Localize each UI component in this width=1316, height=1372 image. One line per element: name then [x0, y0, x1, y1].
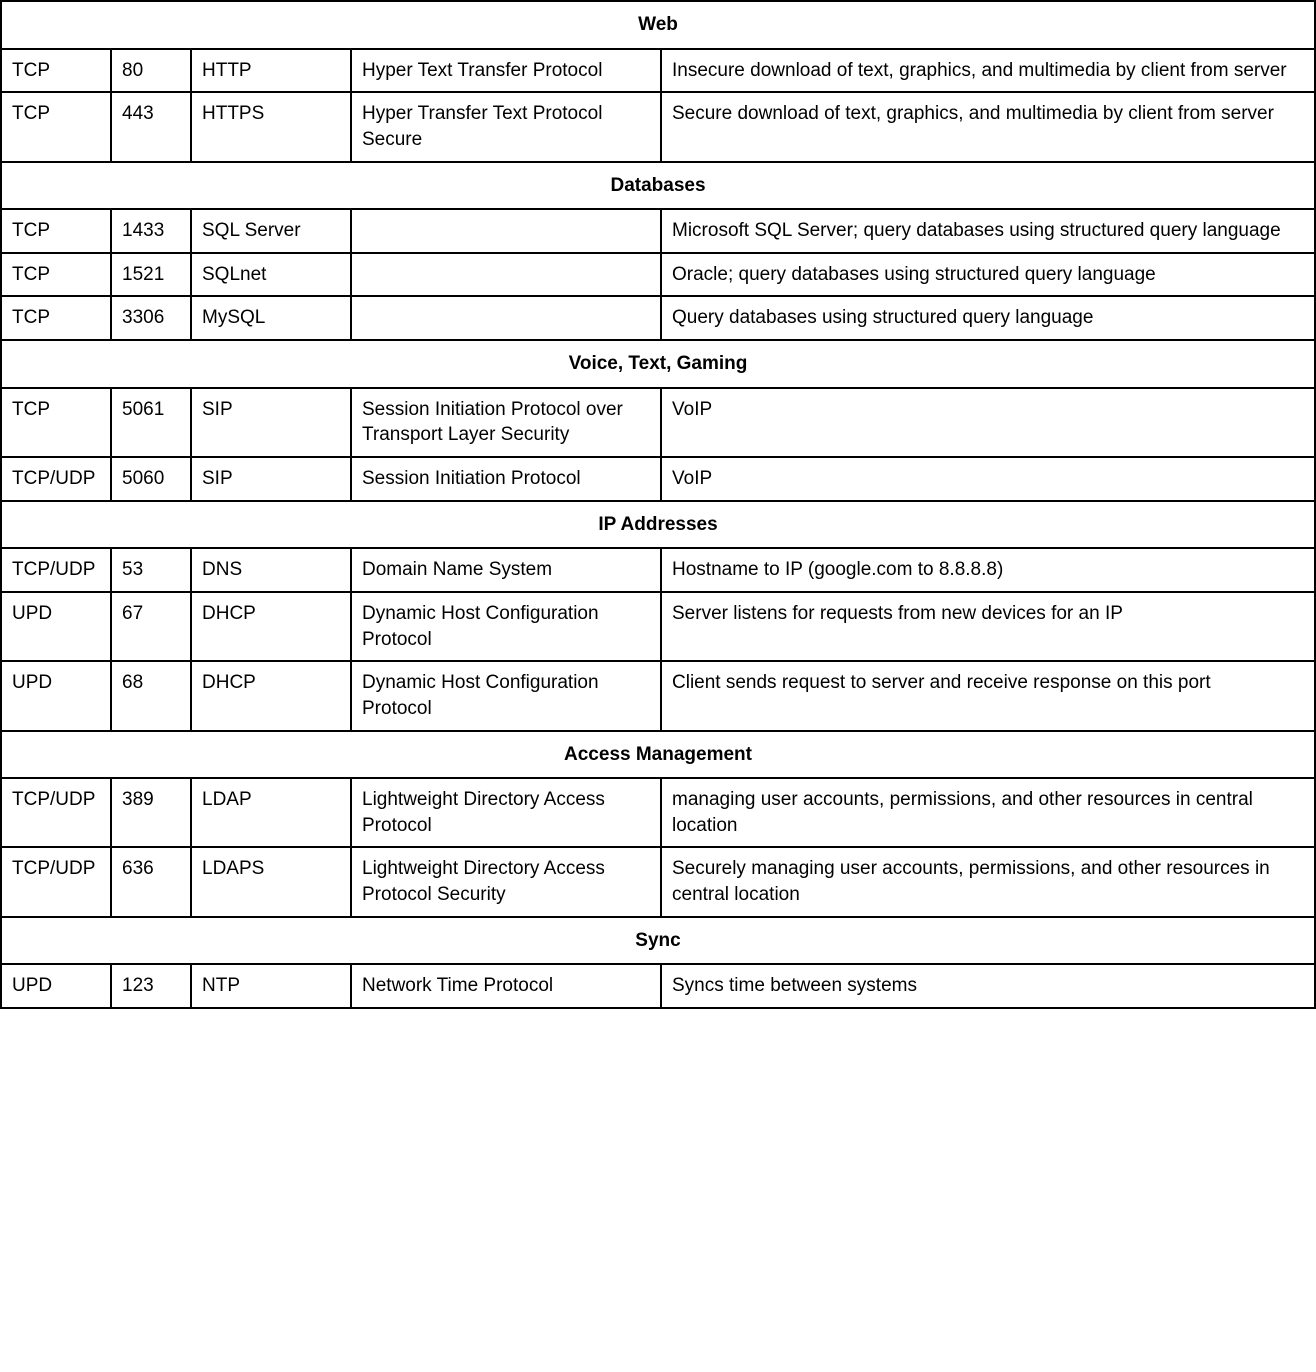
cell-protocol: Session Initiation Protocol [351, 457, 661, 501]
cell-service: LDAPS [191, 847, 351, 916]
cell-service: SQLnet [191, 253, 351, 297]
table-row: UPD123NTPNetwork Time ProtocolSyncs time… [1, 964, 1315, 1008]
cell-protocol: Dynamic Host Configuration Protocol [351, 661, 661, 730]
cell-description: Insecure download of text, graphics, and… [661, 49, 1315, 93]
table-row: TCP5061SIPSession Initiation Protocol ov… [1, 388, 1315, 457]
cell-protocol: Domain Name System [351, 548, 661, 592]
section-title: Sync [1, 917, 1315, 965]
cell-service: LDAP [191, 778, 351, 847]
cell-protocol: Dynamic Host Configuration Protocol [351, 592, 661, 661]
cell-service: DNS [191, 548, 351, 592]
cell-transport: TCP [1, 296, 111, 340]
cell-transport: UPD [1, 592, 111, 661]
cell-description: Syncs time between systems [661, 964, 1315, 1008]
cell-transport: TCP [1, 209, 111, 253]
cell-description: Server listens for requests from new dev… [661, 592, 1315, 661]
ports-table: WebTCP80HTTPHyper Text Transfer Protocol… [0, 0, 1316, 1009]
cell-transport: TCP [1, 253, 111, 297]
section-title: Web [1, 1, 1315, 49]
section-header-row: Sync [1, 917, 1315, 965]
cell-transport: UPD [1, 964, 111, 1008]
cell-description: managing user accounts, permissions, and… [661, 778, 1315, 847]
cell-service: SIP [191, 457, 351, 501]
section-header-row: Voice, Text, Gaming [1, 340, 1315, 388]
section-header-row: Web [1, 1, 1315, 49]
cell-transport: TCP/UDP [1, 457, 111, 501]
cell-transport: TCP/UDP [1, 847, 111, 916]
cell-transport: TCP [1, 49, 111, 93]
cell-service: DHCP [191, 592, 351, 661]
cell-protocol [351, 253, 661, 297]
cell-service: DHCP [191, 661, 351, 730]
cell-port: 389 [111, 778, 191, 847]
table-row: TCP1433SQL Server Microsoft SQL Server; q… [1, 209, 1315, 253]
section-title: IP Addresses [1, 501, 1315, 549]
table-row: TCP3306MySQL Query databases using struct… [1, 296, 1315, 340]
cell-protocol [351, 296, 661, 340]
cell-service: HTTPS [191, 92, 351, 161]
cell-description: Microsoft SQL Server; query databases us… [661, 209, 1315, 253]
section-header-row: IP Addresses [1, 501, 1315, 549]
table-row: TCP443HTTPSHyper Transfer Text Protocol … [1, 92, 1315, 161]
cell-transport: TCP/UDP [1, 548, 111, 592]
cell-description: Hostname to IP (google.com to 8.8.8.8) [661, 548, 1315, 592]
cell-port: 443 [111, 92, 191, 161]
cell-port: 68 [111, 661, 191, 730]
table-row: TCP/UDP636LDAPSLightweight Directory Acc… [1, 847, 1315, 916]
section-header-row: Databases [1, 162, 1315, 210]
cell-port: 123 [111, 964, 191, 1008]
cell-transport: TCP [1, 92, 111, 161]
cell-protocol: Hyper Transfer Text Protocol Secure [351, 92, 661, 161]
section-title: Access Management [1, 731, 1315, 779]
cell-service: MySQL [191, 296, 351, 340]
cell-service: SQL Server [191, 209, 351, 253]
section-title: Databases [1, 162, 1315, 210]
cell-description: Securely managing user accounts, permiss… [661, 847, 1315, 916]
cell-port: 80 [111, 49, 191, 93]
cell-protocol: Hyper Text Transfer Protocol [351, 49, 661, 93]
cell-protocol: Network Time Protocol [351, 964, 661, 1008]
cell-port: 3306 [111, 296, 191, 340]
cell-protocol: Lightweight Directory Access Protocol [351, 778, 661, 847]
table-row: TCP80HTTPHyper Text Transfer ProtocolIns… [1, 49, 1315, 93]
table-row: TCP/UDP5060SIPSession Initiation Protoco… [1, 457, 1315, 501]
cell-description: VoIP [661, 388, 1315, 457]
cell-protocol [351, 209, 661, 253]
section-title: Voice, Text, Gaming [1, 340, 1315, 388]
cell-description: Query databases using structured query l… [661, 296, 1315, 340]
cell-port: 636 [111, 847, 191, 916]
cell-port: 5061 [111, 388, 191, 457]
cell-protocol: Lightweight Directory Access Protocol Se… [351, 847, 661, 916]
cell-service: HTTP [191, 49, 351, 93]
cell-protocol: Session Initiation Protocol over Transpo… [351, 388, 661, 457]
cell-service: NTP [191, 964, 351, 1008]
table-row: TCP1521SQLnet Oracle; query databases usi… [1, 253, 1315, 297]
cell-transport: TCP/UDP [1, 778, 111, 847]
cell-port: 1433 [111, 209, 191, 253]
cell-port: 5060 [111, 457, 191, 501]
cell-transport: UPD [1, 661, 111, 730]
cell-description: Oracle; query databases using structured… [661, 253, 1315, 297]
section-header-row: Access Management [1, 731, 1315, 779]
cell-description: Client sends request to server and recei… [661, 661, 1315, 730]
table-row: UPD67DHCPDynamic Host Configuration Prot… [1, 592, 1315, 661]
cell-port: 53 [111, 548, 191, 592]
cell-port: 1521 [111, 253, 191, 297]
cell-description: Secure download of text, graphics, and m… [661, 92, 1315, 161]
cell-service: SIP [191, 388, 351, 457]
table-row: TCP/UDP389LDAPLightweight Directory Acce… [1, 778, 1315, 847]
table-row: TCP/UDP53DNSDomain Name SystemHostname t… [1, 548, 1315, 592]
cell-description: VoIP [661, 457, 1315, 501]
table-row: UPD68DHCPDynamic Host Configuration Prot… [1, 661, 1315, 730]
cell-transport: TCP [1, 388, 111, 457]
cell-port: 67 [111, 592, 191, 661]
